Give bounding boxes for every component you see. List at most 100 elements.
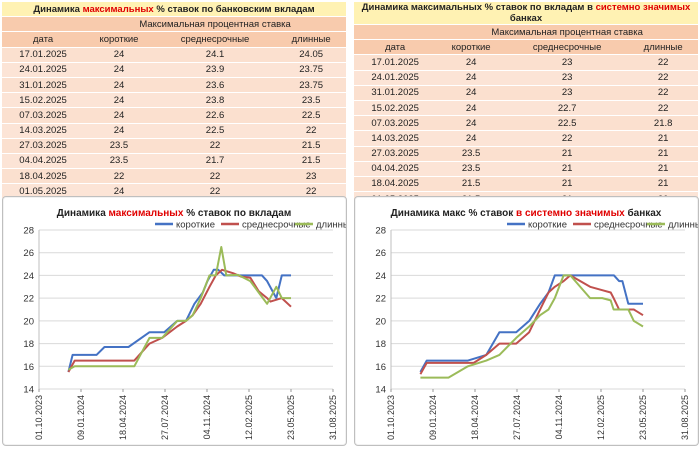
table-cell: 23.5: [84, 153, 154, 170]
legend-label: короткие: [176, 220, 215, 231]
table-cell: 31.01.2025: [354, 85, 437, 101]
table-cell: 24: [84, 62, 154, 78]
series-line-2: [420, 274, 644, 379]
table-row: 17.01.2025 24 23 22: [354, 54, 698, 71]
table-cell: 23.5: [84, 138, 154, 154]
table-cell: 23: [505, 54, 629, 71]
table-cell: 15.02.2025: [354, 100, 437, 117]
table-cell: 07.03.2025: [2, 107, 85, 124]
table-cell: 24: [84, 183, 154, 200]
table-cell: 22: [628, 85, 698, 101]
table-cell: 14.03.2025: [354, 130, 437, 147]
column-header: длинные: [628, 39, 698, 56]
table-subtitle: Максимальная процентная ставка: [84, 16, 346, 33]
table-cell: 21: [628, 146, 698, 162]
y-tick-label: 18: [23, 339, 34, 350]
table-row: 07.03.2025 24 22.5 21.8: [354, 115, 698, 132]
table-cell: 24: [84, 77, 154, 94]
table-cell: 24: [84, 47, 154, 63]
series-line-1: [67, 268, 292, 373]
y-tick-label: 20: [23, 316, 34, 327]
y-tick-label: 26: [23, 248, 34, 259]
table-cell: 07.03.2025: [354, 115, 437, 132]
table-cell: 24: [436, 115, 506, 132]
table-cell: 21: [628, 176, 698, 193]
table-cell: 21.7: [153, 153, 277, 170]
y-tick-label: 28: [375, 226, 386, 237]
x-tick-label: 09.01.2024: [428, 395, 438, 440]
table-cell: 04.04.2025: [2, 153, 85, 170]
column-header: длинные: [276, 31, 346, 48]
series-line-1: [419, 274, 644, 375]
table-cell: 22: [505, 130, 629, 147]
x-tick-label: 01.10.2023: [34, 395, 44, 440]
table-cell: 14.03.2025: [2, 123, 85, 139]
x-tick-label: 04.11.2024: [202, 395, 212, 439]
table-cell: 22.5: [505, 115, 629, 132]
table-cell: 21: [628, 130, 698, 147]
x-tick-label: 31.08.2025: [328, 395, 338, 440]
table-cell: 01.05.2025: [2, 183, 85, 200]
x-tick-label: 18.04.2024: [470, 395, 480, 440]
table-cell: 22.6: [153, 107, 277, 124]
table-cell: 21.8: [628, 115, 698, 132]
table-row: 04.04.2025 23.5 21 21: [354, 161, 698, 177]
table-row: 18.04.2025 21.5 21 21: [354, 176, 698, 193]
table-cell: 17.01.2025: [354, 54, 437, 71]
table-all-banks: Динамика максимальных % ставок по банков…: [2, 2, 346, 215]
table-cell: 24: [436, 85, 506, 101]
table-row: 31.01.2025 24 23 22: [354, 85, 698, 101]
table-cell: 22: [84, 168, 154, 185]
column-header: короткие: [84, 31, 154, 48]
table-cell: 24: [436, 70, 506, 86]
column-header: дата: [2, 31, 85, 48]
table-cell: 04.04.2025: [354, 161, 437, 177]
series-line-2: [67, 246, 291, 371]
series-line-0: [419, 274, 643, 373]
table-cell: 22: [276, 123, 346, 139]
column-header: короткие: [436, 39, 506, 56]
x-tick-label: 18.04.2024: [118, 395, 128, 440]
table-cell: 23.5: [436, 161, 506, 177]
chart-title: Динамика макс % ставок в системно значим…: [391, 207, 662, 219]
table-cell: 22: [628, 70, 698, 86]
x-tick-label: 01.10.2023: [386, 395, 396, 440]
table-row: 15.02.2025 24 23.8 23.5: [2, 92, 346, 109]
y-tick-label: 14: [375, 385, 386, 396]
line-chart: Динамика макс % ставок в системно значим…: [375, 207, 700, 440]
y-tick-label: 28: [23, 226, 34, 237]
x-tick-label: 23.05.2025: [286, 395, 296, 440]
table-cell: 17.01.2025: [2, 47, 85, 63]
table-cell: 22: [628, 54, 698, 71]
table-title: Динамика максимальных % ставок по вклада…: [354, 2, 698, 25]
table-cell: 18.04.2025: [2, 168, 85, 185]
table-systemic-banks: Динамика максимальных % ставок по вклада…: [354, 2, 698, 223]
x-tick-label: 27.07.2024: [512, 395, 522, 440]
table-cell: 24.01.2025: [354, 70, 437, 86]
column-header: дата: [354, 39, 437, 56]
table-cell: 21: [505, 146, 629, 162]
y-tick-label: 22: [375, 294, 386, 305]
x-tick-label: 27.07.2024: [160, 395, 170, 440]
chart-title: Динамика максимальных % ставок по вклада…: [57, 208, 291, 219]
column-header: среднесрочные: [153, 31, 277, 48]
y-tick-label: 26: [375, 248, 386, 259]
table-cell: 21.5: [276, 138, 346, 154]
column-header: среднесрочные: [505, 39, 629, 56]
table-cell: 21: [505, 161, 629, 177]
line-chart: Динамика максимальных % ставок по вклада…: [23, 208, 355, 440]
table-cell: 24: [436, 130, 506, 147]
table-cell: 22.5: [276, 107, 346, 124]
y-tick-label: 16: [23, 362, 34, 373]
table-cell: 23.6: [153, 77, 277, 94]
table-row: 31.01.2025 24 23.6 23.75: [2, 77, 346, 94]
table-row: 07.03.2025 24 22.6 22.5: [2, 107, 346, 124]
table-cell: 23: [505, 70, 629, 86]
table-cell: 23.9: [153, 62, 277, 78]
x-tick-label: 23.05.2025: [638, 395, 648, 440]
table-row: 18.04.2025 22 22 23: [2, 168, 346, 185]
table-cell: 24: [84, 123, 154, 139]
table-cell: 22.5: [153, 123, 277, 139]
y-tick-label: 24: [23, 271, 34, 282]
chart-panel-systemic-banks: Динамика макс % ставок в системно значим…: [354, 196, 700, 446]
